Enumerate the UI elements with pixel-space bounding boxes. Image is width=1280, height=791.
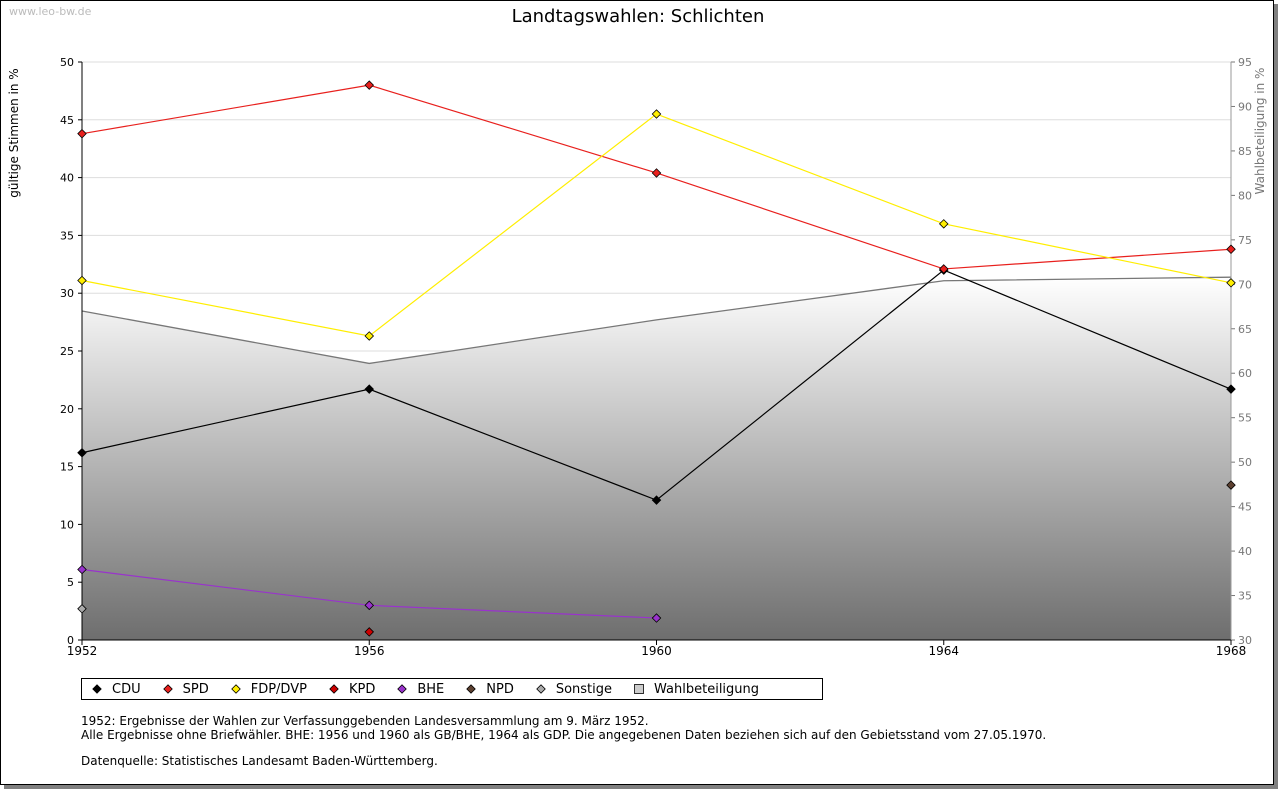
spd-point-1968 <box>1226 244 1236 255</box>
y2-tick-label: 70 <box>1238 278 1252 291</box>
series-sonstige <box>77 604 87 614</box>
legend-marker-fdp-dvp <box>230 684 241 694</box>
bhe-point-1956 <box>364 600 375 611</box>
series-layer <box>77 80 1236 637</box>
bhe-point-1952 <box>77 564 87 575</box>
legend-item-npd: NPD <box>466 682 514 697</box>
fdp-dvp-point-1964 <box>938 219 949 229</box>
legend-marker-bhe <box>397 684 408 694</box>
legend-marker-wahlbeteiligung <box>634 684 644 694</box>
y-tick-label: 0 <box>67 634 74 647</box>
legend-marker-cdu <box>92 684 102 694</box>
y-tick-label: 25 <box>60 345 74 358</box>
x-tick-label: 1956 <box>354 644 385 658</box>
y-tick-label: 45 <box>60 114 74 127</box>
y-tick-label: 50 <box>60 56 74 69</box>
cdu-point-1952 <box>77 447 87 458</box>
legend: CDU SPD FDP/DVP KPD BHE NPD Sonstige Wahlbeteil… <box>81 678 823 700</box>
legend-marker-kpd <box>329 684 339 694</box>
axes: 0 5 10 15 20 25 30 35 40 45 50 30 35 40 45 50 55 60 65 70 75… <box>60 56 1252 658</box>
y-tick-label: 35 <box>60 229 74 242</box>
legend-marker-spd <box>162 684 173 694</box>
chart: Landtagswahlen: Schlichten 0 5 10 15 20 25 30 3… <box>7 6 1267 658</box>
turnout-area <box>82 277 1231 640</box>
series-spd <box>77 80 1236 274</box>
legend-item-kpd: KPD <box>329 682 375 697</box>
y2-tick-label: 40 <box>1238 545 1252 558</box>
legend-item-wahlbeteiligung: Wahlbeteiligung <box>634 682 759 697</box>
spd-point-1960 <box>651 168 662 178</box>
data-source: Datenquelle: Statistisches Landesamt Bad… <box>81 754 438 768</box>
x-tick-label: 1968 <box>1216 644 1247 658</box>
legend-label: NPD <box>486 681 514 697</box>
y2-tick-label: 90 <box>1238 100 1252 113</box>
fdp-dvp-point-1960 <box>651 109 662 119</box>
legend-label: Wahlbeteiligung <box>654 681 760 697</box>
series-kpd <box>364 627 375 637</box>
y2-tick-label: 60 <box>1238 367 1252 380</box>
y2-tick-label: 55 <box>1238 412 1252 425</box>
watermark: www.leo-bw.de <box>9 5 92 18</box>
legend-label: FDP/DVP <box>250 681 307 697</box>
y2-tick-label: 65 <box>1238 323 1252 336</box>
turnout-area-layer <box>81 276 1232 640</box>
turnout-line <box>81 276 1232 365</box>
cdu-point-1956 <box>364 384 375 394</box>
sonstige-point-1952 <box>77 604 87 614</box>
spd-point-1956 <box>364 80 375 90</box>
legend-label: Sonstige <box>555 681 613 697</box>
chart-title: Landtagswahlen: Schlichten <box>512 6 765 27</box>
legend-marker-npd <box>466 684 477 694</box>
y-tick-label: 20 <box>60 403 74 416</box>
legend-item-cdu: CDU <box>92 682 141 697</box>
legend-label: SPD <box>182 681 209 697</box>
y2-axis-label: Wahlbeteiligung in % <box>1253 68 1267 195</box>
y2-tick-label: 95 <box>1238 56 1252 69</box>
note-2: Alle Ergebnisse ohne Briefwähler. BHE: 1… <box>81 728 1047 742</box>
npd-point-1968 <box>1226 480 1236 490</box>
cdu-point-1960 <box>651 495 662 505</box>
legend-marker-sonstige <box>536 684 546 694</box>
series-npd <box>1226 480 1236 490</box>
spd-point-1952 <box>77 128 87 139</box>
x-tick-label: 1952 <box>67 644 98 658</box>
y2-tick-label: 50 <box>1238 456 1252 469</box>
legend-label: CDU <box>112 681 141 697</box>
y-tick-label: 10 <box>60 518 74 531</box>
fdp-dvp-point-1956 <box>364 331 375 341</box>
fdp-dvp-point-1952 <box>77 275 87 286</box>
y2-tick-label: 30 <box>1238 634 1252 647</box>
y-tick-label: 40 <box>60 172 74 185</box>
bhe-point-1960 <box>651 613 662 623</box>
legend-label: BHE <box>417 681 445 697</box>
y-tick-label: 5 <box>67 576 74 589</box>
legend-item-spd: SPD <box>162 681 209 697</box>
y-tick-label: 30 <box>60 287 74 300</box>
series-bhe <box>77 564 662 623</box>
y2-tick-label: 80 <box>1238 189 1252 202</box>
legend-item-bhe: BHE <box>397 682 444 697</box>
cdu-point-1968 <box>1226 384 1236 394</box>
series-fdp-dvp <box>77 109 1236 341</box>
y2-tick-label: 75 <box>1238 234 1252 247</box>
legend-item-fdp-dvp: FDP/DVP <box>230 681 307 697</box>
note-1: 1952: Ergebnisse der Wahlen zur Verfassu… <box>81 714 649 728</box>
legend-item-sonstige: Sonstige <box>536 682 612 697</box>
x-tick-label: 1964 <box>928 644 959 658</box>
y2-tick-label: 45 <box>1238 501 1252 514</box>
y2-tick-label: 35 <box>1238 590 1252 603</box>
y-axis-label: gültige Stimmen in % <box>7 68 21 197</box>
y-tick-label: 15 <box>60 461 74 474</box>
legend-label: KPD <box>348 681 376 697</box>
x-tick-label: 1960 <box>641 644 672 658</box>
spd-point-1964 <box>938 264 949 274</box>
notes: 1952: Ergebnisse der Wahlen zur Verfassu… <box>81 714 1046 768</box>
fdp-dvp-point-1968 <box>1226 278 1236 288</box>
y2-tick-label: 85 <box>1238 145 1252 158</box>
kpd-point-1956 <box>364 627 375 637</box>
